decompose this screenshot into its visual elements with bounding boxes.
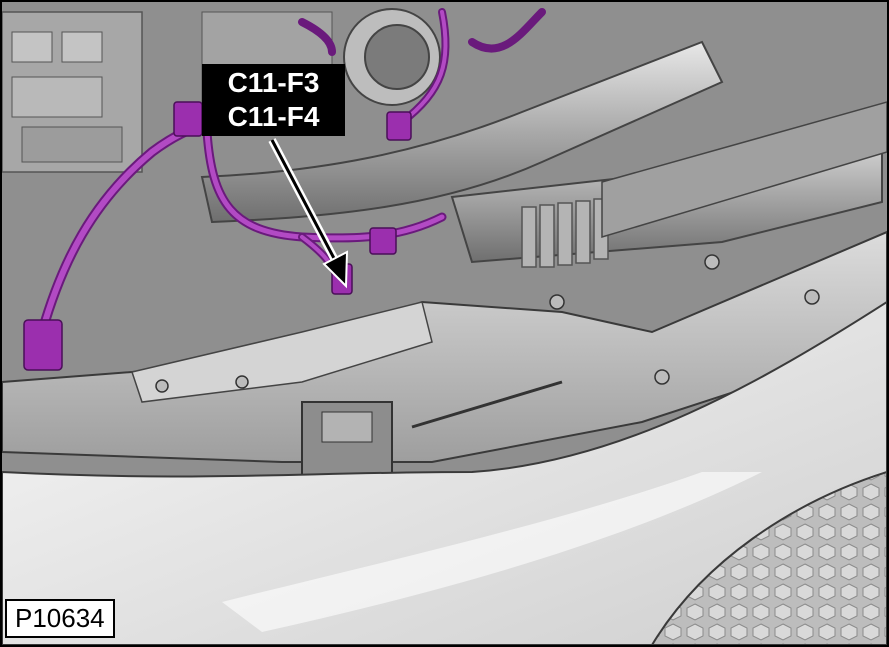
front-bumper	[2, 300, 887, 645]
corrugated-hose	[521, 198, 609, 268]
bumper-highlight	[222, 472, 762, 632]
connector-callout-label: C11-F3 C11-F4	[202, 64, 345, 136]
intake-pipe	[200, 40, 724, 224]
harness-connectors	[23, 101, 412, 371]
bolts	[155, 254, 820, 393]
radiator-top	[601, 101, 887, 239]
callout-arrow	[268, 138, 349, 289]
mounting-bracket	[131, 301, 433, 403]
callout-line-2: C11-F4	[227, 101, 320, 132]
callout-line-1: C11-F3	[227, 67, 320, 98]
grille	[650, 470, 887, 645]
latch-cable	[411, 380, 563, 429]
figure-number: P10634	[5, 599, 115, 638]
fuse-box	[2, 11, 143, 173]
